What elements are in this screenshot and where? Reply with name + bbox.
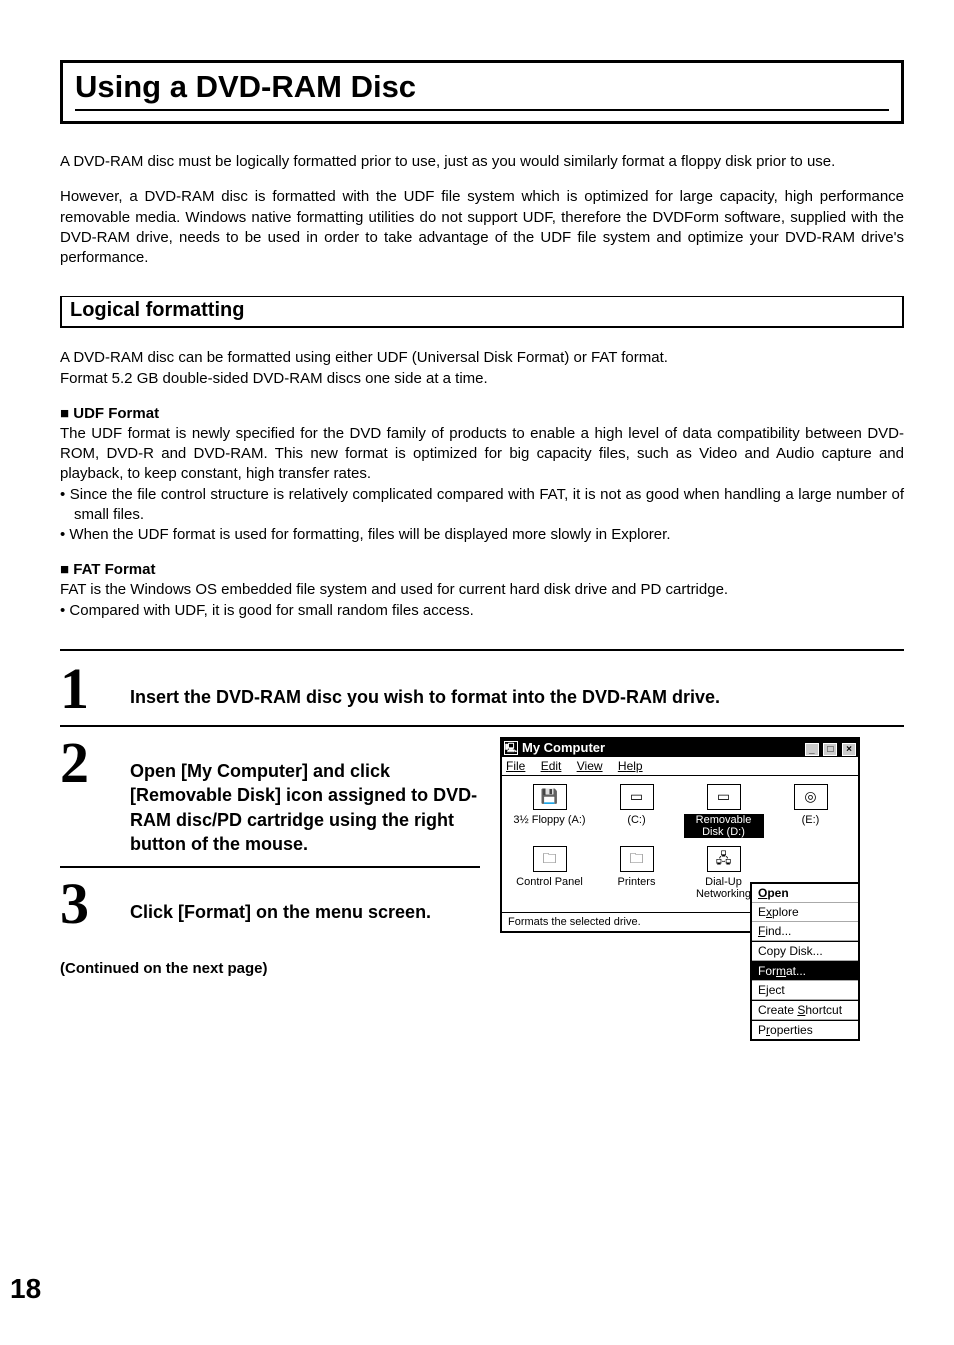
close-button[interactable]: × bbox=[842, 743, 856, 756]
hdd-icon: ▭ bbox=[620, 784, 654, 810]
floppy-drive-icon[interactable]: 💾 3½ Floppy (A:) bbox=[510, 784, 590, 838]
fat-bullet-1: Compared with UDF, it is good for small … bbox=[60, 601, 904, 621]
c-drive-label: (C:) bbox=[597, 814, 677, 826]
cmenu-create-shortcut[interactable]: Create Shortcut bbox=[752, 1001, 858, 1020]
cmenu-properties[interactable]: Properties bbox=[752, 1021, 858, 1039]
printers-label: Printers bbox=[597, 876, 677, 888]
printers-icon[interactable]: 🗀 Printers bbox=[597, 846, 677, 900]
printer-icon: 🗀 bbox=[620, 846, 654, 872]
removable-label: Removable Disk (D:) bbox=[684, 814, 764, 838]
cmenu-eject[interactable]: Eject bbox=[752, 981, 858, 1000]
window-menu-bar: File Edit View Help bbox=[502, 757, 858, 776]
page-title-box: Using a DVD-RAM Disc bbox=[60, 60, 904, 124]
cd-icon: ◎ bbox=[794, 784, 828, 810]
removable-disk-icon[interactable]: ▭ Removable Disk (D:) bbox=[684, 784, 764, 838]
network-icon: 🖧 bbox=[707, 846, 741, 872]
intro-paragraph-1: A DVD-RAM disc must be logically formatt… bbox=[60, 152, 904, 172]
menu-view[interactable]: View bbox=[577, 759, 603, 773]
fat-paragraph: FAT is the Windows OS embedded file syst… bbox=[60, 580, 904, 600]
page-number: 18 bbox=[10, 1273, 41, 1305]
c-drive-icon[interactable]: ▭ (C:) bbox=[597, 784, 677, 838]
cpl-icon: 🗀 bbox=[533, 846, 567, 872]
intro-paragraph-2: However, a DVD-RAM disc is formatted wit… bbox=[60, 187, 904, 268]
continued-note: (Continued on the next page) bbox=[60, 960, 480, 977]
removable-icon: ▭ bbox=[707, 784, 741, 810]
window-titlebar[interactable]: 🖳 My Computer _ □ × bbox=[502, 739, 858, 757]
minimize-button[interactable]: _ bbox=[805, 743, 819, 756]
cmenu-copy-disk[interactable]: Copy Disk... bbox=[752, 942, 858, 961]
window-title: My Computer bbox=[522, 740, 804, 755]
cpl-label: Control Panel bbox=[510, 876, 590, 888]
e-drive-label: (E:) bbox=[771, 814, 851, 826]
step-3-text: Click [Format] on the menu screen. bbox=[130, 878, 480, 924]
step-1: 1 Insert the DVD-RAM disc you wish to fo… bbox=[60, 663, 904, 727]
window-sys-icon: 🖳 bbox=[504, 741, 518, 755]
cmenu-explore[interactable]: Explore bbox=[752, 903, 858, 922]
logical-line-1: A DVD-RAM disc can be formatted using ei… bbox=[60, 348, 904, 368]
step-3-number: 3 bbox=[60, 878, 130, 930]
maximize-button[interactable]: □ bbox=[823, 743, 837, 756]
menu-help[interactable]: Help bbox=[618, 759, 643, 773]
floppy-icon: 💾 bbox=[533, 784, 567, 810]
step-3: 3 Click [Format] on the menu screen. bbox=[60, 878, 480, 940]
menu-file[interactable]: File bbox=[506, 759, 525, 773]
logical-line-2: Format 5.2 GB double-sided DVD-RAM discs… bbox=[60, 369, 904, 389]
step-1-number: 1 bbox=[60, 663, 130, 715]
floppy-label: 3½ Floppy (A:) bbox=[510, 814, 590, 826]
control-panel-icon[interactable]: 🗀 Control Panel bbox=[510, 846, 590, 900]
menu-edit[interactable]: Edit bbox=[541, 759, 562, 773]
my-computer-window: 🖳 My Computer _ □ × File Edit View Help … bbox=[500, 737, 860, 933]
page-title: Using a DVD-RAM Disc bbox=[75, 69, 889, 111]
udf-bullet-2: When the UDF format is used for formatti… bbox=[60, 525, 904, 545]
section-heading-box: Logical formatting bbox=[60, 296, 904, 328]
step-2: 2 Open [My Computer] and click [Removabl… bbox=[60, 737, 480, 868]
e-drive-icon[interactable]: ◎ (E:) bbox=[771, 784, 851, 838]
udf-heading: UDF Format bbox=[60, 405, 904, 422]
step-1-text: Insert the DVD-RAM disc you wish to form… bbox=[130, 663, 904, 709]
cmenu-find[interactable]: Find... bbox=[752, 922, 858, 941]
cmenu-open[interactable]: Open bbox=[752, 884, 858, 903]
separator bbox=[60, 649, 904, 651]
cmenu-format[interactable]: Format... bbox=[752, 962, 858, 981]
section-heading: Logical formatting bbox=[70, 299, 894, 322]
fat-heading: FAT Format bbox=[60, 561, 904, 578]
udf-bullet-1: Since the file control structure is rela… bbox=[60, 485, 904, 526]
step-2-number: 2 bbox=[60, 737, 130, 789]
udf-paragraph: The UDF format is newly specified for th… bbox=[60, 424, 904, 485]
window-client-area: 💾 3½ Floppy (A:) ▭ (C:) ▭ Removable Disk… bbox=[502, 776, 858, 912]
context-menu: Open Explore Find... Copy Disk... Format… bbox=[750, 882, 860, 1041]
step-2-text: Open [My Computer] and click [Removable … bbox=[130, 737, 480, 856]
